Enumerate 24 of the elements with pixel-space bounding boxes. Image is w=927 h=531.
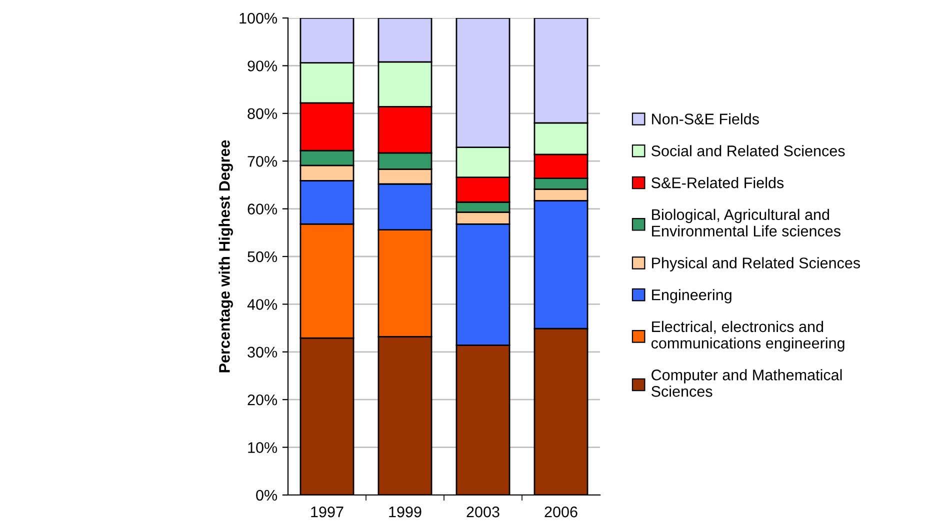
y-tick-label: 70% — [248, 156, 278, 167]
y-axis-title: Percentage with Highest Degree — [218, 140, 233, 372]
legend-label: S&E-Related Fields — [652, 177, 784, 188]
legend-label: Social and Related Sciences — [652, 145, 845, 156]
y-tick-label: 90% — [248, 60, 278, 72]
x-tick-label: 2006 — [544, 506, 578, 518]
x-tick-label: 2003 — [466, 506, 500, 518]
y-tick-label: 10% — [248, 442, 278, 453]
legend-label: Non-S&E Fields — [652, 113, 759, 124]
y-tick-label: 20% — [248, 394, 278, 406]
y-tick-label: 30% — [248, 346, 278, 358]
legend-label: Biological, Agricultural and Environmental Life sciences — [652, 208, 840, 237]
legend-label: Computer and Mathematical Sciences — [652, 369, 842, 397]
y-tick-label: 0% — [256, 490, 278, 501]
y-tick-label: 100% — [240, 12, 278, 24]
y-tick-label: 60% — [248, 204, 278, 214]
legend-label: Physical and Related Sciences — [652, 257, 860, 272]
x-tick-label: 1999 — [389, 506, 422, 518]
y-tick-label: 80% — [248, 108, 278, 120]
y-tick-label: 50% — [248, 251, 278, 262]
y-tick-label: 40% — [247, 299, 278, 310]
legend-label: Engineering — [652, 289, 732, 304]
legend-label: Electrical, electronics and communications engineering — [651, 320, 844, 352]
x-tick-label: 1997 — [311, 506, 344, 518]
